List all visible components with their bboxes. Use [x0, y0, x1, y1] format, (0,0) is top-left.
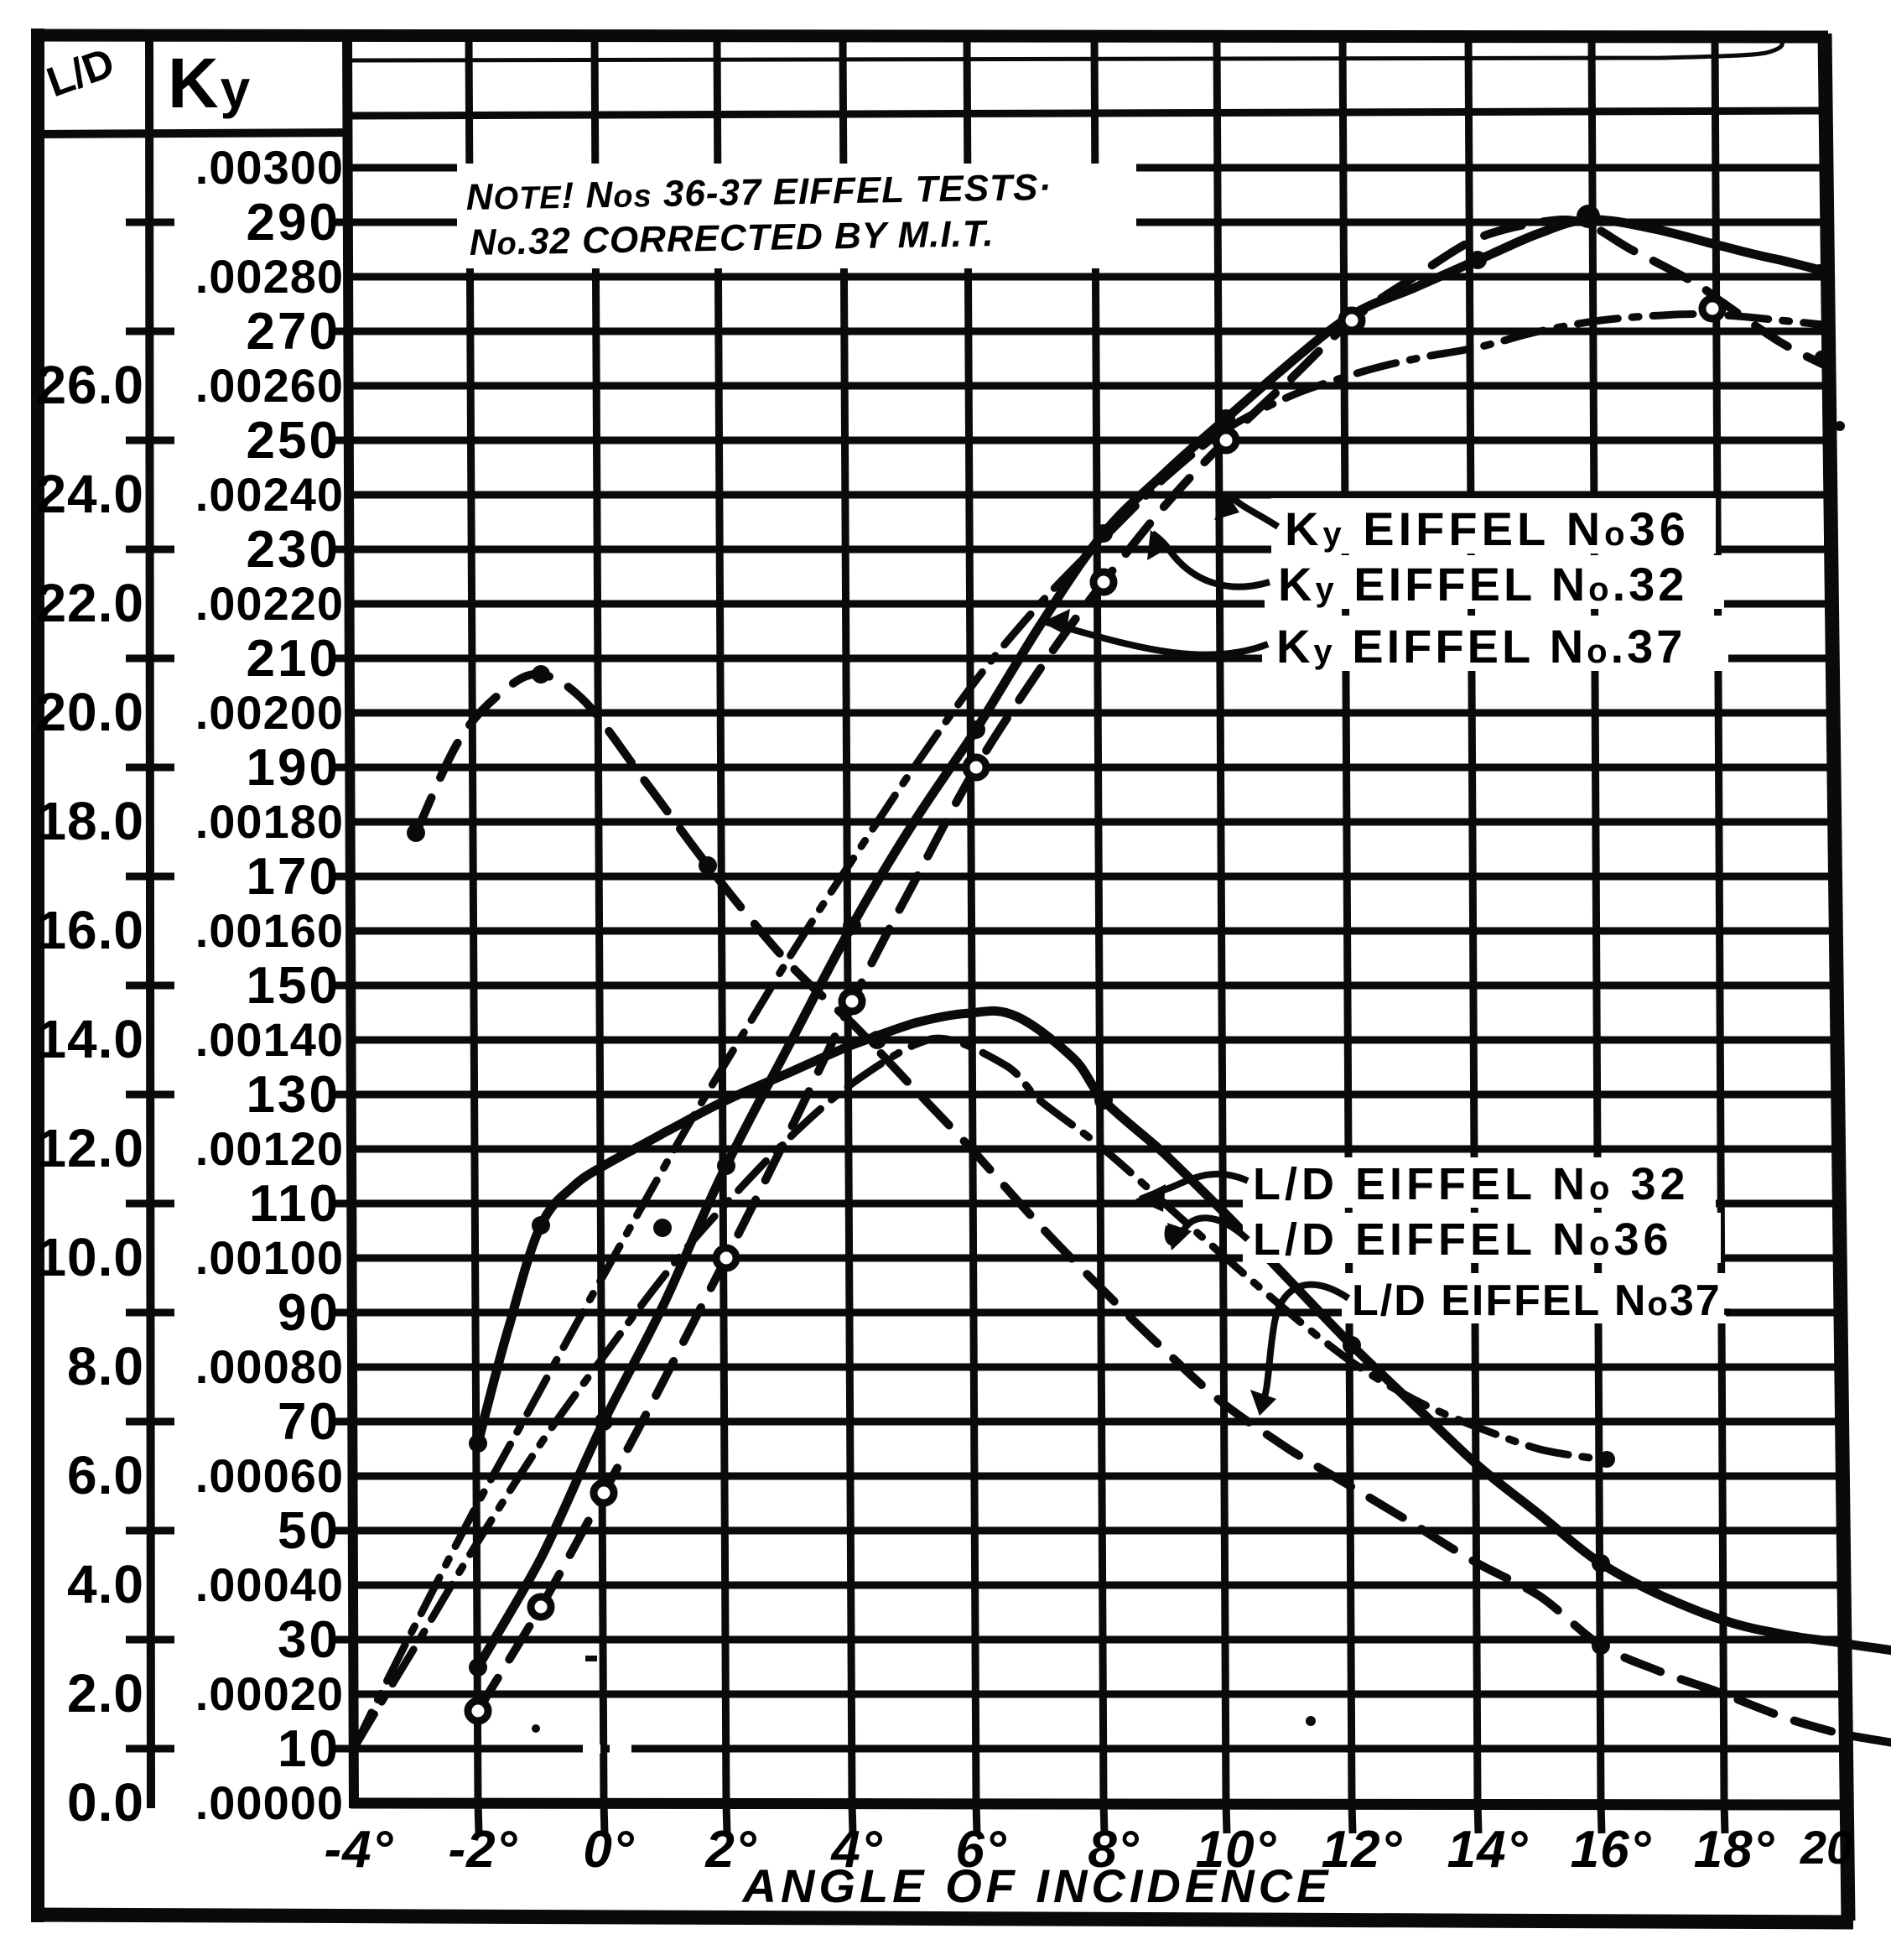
svg-text:.00200: .00200: [195, 686, 344, 739]
svg-text:ANGLE OF INCIDENCE: ANGLE OF INCIDENCE: [741, 1859, 1333, 1912]
svg-text:26.0: 26.0: [36, 355, 144, 415]
svg-text:.00080: .00080: [195, 1340, 344, 1393]
svg-text:250: 250: [247, 412, 340, 470]
svg-text:6°: 6°: [955, 1821, 1006, 1879]
svg-text:4.0: 4.0: [67, 1554, 144, 1614]
svg-text:Ky EIFFEL No.37: Ky EIFFEL No.37: [1276, 620, 1686, 673]
svg-text:.00120: .00120: [195, 1122, 344, 1175]
svg-text:14.0: 14.0: [36, 1009, 144, 1069]
svg-text:130: 130: [247, 1066, 340, 1124]
svg-text:Ky EIFFEL No36: Ky EIFFEL No36: [1285, 502, 1690, 555]
svg-text:10: 10: [278, 1720, 340, 1778]
svg-text:No.32 CORRECTED BY M.I.T.: No.32 CORRECTED BY M.I.T.: [469, 213, 995, 263]
svg-text:.00000: .00000: [195, 1776, 344, 1829]
svg-text:2°: 2°: [704, 1821, 756, 1879]
svg-text:12°: 12°: [1322, 1821, 1403, 1879]
svg-text:Ky EIFFEL No.32: Ky EIFFEL No.32: [1278, 558, 1687, 611]
svg-text:10°: 10°: [1196, 1821, 1277, 1879]
svg-text:18°: 18°: [1694, 1821, 1775, 1879]
svg-text:.00220: .00220: [195, 577, 344, 630]
svg-text:8°: 8°: [1088, 1821, 1139, 1879]
svg-text:Ky: Ky: [168, 44, 252, 122]
svg-text:6.0: 6.0: [67, 1445, 144, 1505]
svg-text:20.0: 20.0: [36, 682, 144, 742]
svg-text:.00160: .00160: [195, 904, 344, 957]
svg-text:16.0: 16.0: [36, 900, 144, 960]
svg-text:170: 170: [247, 848, 340, 906]
svg-text:30: 30: [278, 1611, 340, 1669]
svg-text:2.0: 2.0: [67, 1663, 144, 1723]
svg-text:.00060: .00060: [195, 1449, 344, 1502]
svg-text:190: 190: [247, 739, 340, 797]
svg-text:70: 70: [278, 1393, 340, 1451]
svg-text:L/D EIFFEL No 32: L/D EIFFEL No 32: [1253, 1159, 1690, 1209]
svg-text:.00040: .00040: [195, 1558, 344, 1611]
svg-text:8.0: 8.0: [67, 1336, 144, 1396]
svg-text:110: 110: [249, 1175, 340, 1233]
svg-text:22.0: 22.0: [36, 573, 144, 633]
svg-text:4°: 4°: [829, 1821, 882, 1879]
svg-text:.00020: .00020: [195, 1667, 344, 1720]
svg-text:0°: 0°: [583, 1821, 634, 1879]
svg-text:18.0: 18.0: [36, 791, 144, 851]
svg-text:.00260: .00260: [195, 359, 344, 412]
svg-text:290: 290: [247, 194, 340, 252]
svg-text:.00240: .00240: [195, 468, 344, 521]
svg-text:12.0: 12.0: [36, 1118, 144, 1178]
svg-text:270: 270: [247, 303, 340, 361]
svg-text:20: 20: [1800, 1821, 1852, 1874]
svg-text:10.0: 10.0: [36, 1227, 144, 1287]
svg-text:.00100: .00100: [195, 1231, 344, 1284]
svg-text:50: 50: [278, 1502, 340, 1560]
svg-text:.00140: .00140: [195, 1013, 344, 1066]
svg-text:210: 210: [247, 630, 340, 688]
svg-text:16°: 16°: [1571, 1821, 1652, 1879]
svg-text:90: 90: [278, 1284, 340, 1342]
svg-text:.00300: .00300: [195, 141, 344, 194]
svg-text:.00180: .00180: [195, 795, 344, 848]
svg-text:-4°: -4°: [325, 1821, 394, 1879]
svg-text:.00280: .00280: [195, 250, 344, 303]
svg-text:14°: 14°: [1447, 1821, 1529, 1879]
svg-text:L/D EIFFEL No37.: L/D EIFFEL No37.: [1352, 1276, 1735, 1325]
svg-text:24.0: 24.0: [36, 464, 144, 524]
svg-text:-2°: -2°: [449, 1821, 518, 1879]
svg-text:150: 150: [247, 957, 340, 1015]
svg-text:NOTE! Nos 36-37 EIFFEL TESTS·: NOTE! Nos 36-37 EIFFEL TESTS·: [465, 167, 1052, 218]
svg-text:0.0: 0.0: [67, 1772, 144, 1833]
svg-text:230: 230: [247, 521, 340, 579]
